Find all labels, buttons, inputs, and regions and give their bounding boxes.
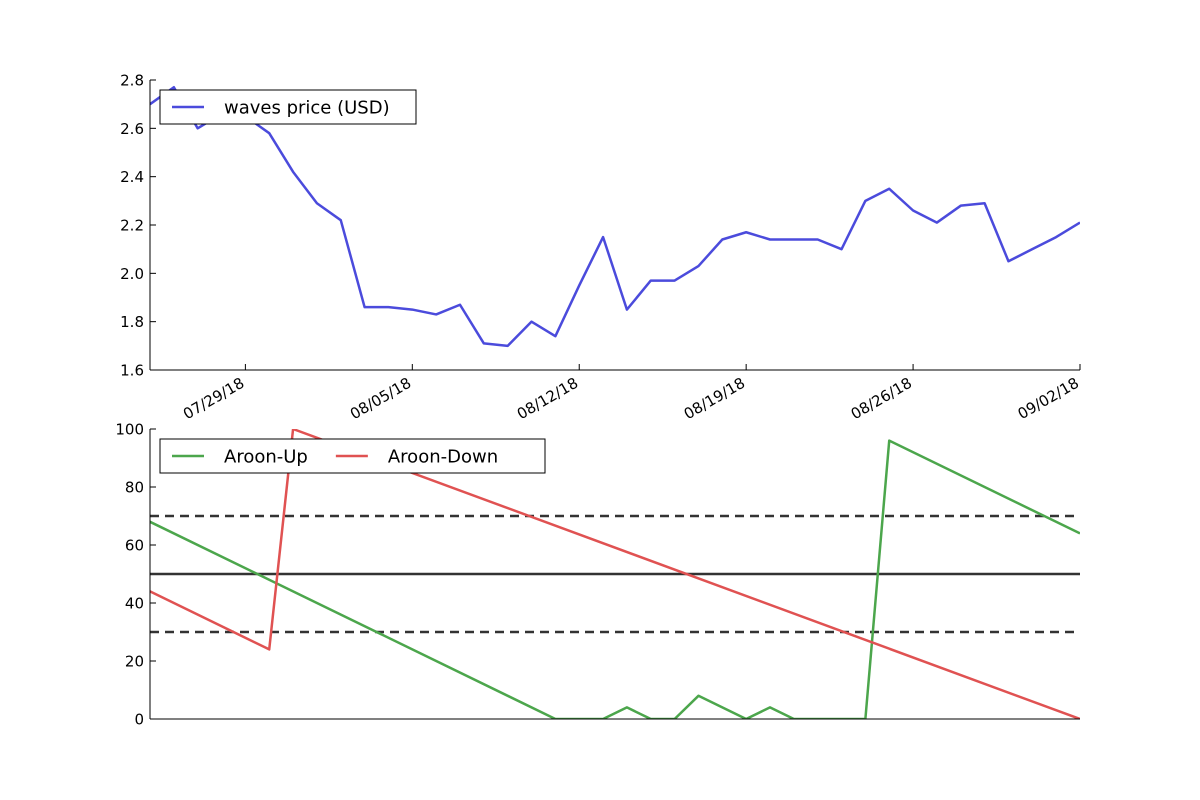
y-tick-label: 1.6	[120, 362, 144, 380]
legend-label-1: Aroon-Down	[388, 447, 498, 468]
aroon-panel: 0 20 40 60 80 100 Aroon-Up Aroon-Down	[115, 421, 1080, 729]
series-group	[150, 86, 1080, 348]
y-tick-label: 40	[125, 595, 144, 613]
series-line-0	[150, 86, 1080, 348]
legend-label-0: waves price (USD)	[224, 98, 390, 119]
y-tick-label: 2.2	[120, 217, 144, 235]
series-group	[150, 429, 1080, 719]
y-tick-label: 80	[125, 479, 144, 497]
y-tick-label: 2.8	[120, 72, 144, 90]
series-line-1	[150, 429, 1080, 719]
y-tick-label: 1.8	[120, 313, 144, 331]
y-tick-label: 2.4	[120, 168, 144, 186]
y-tick-label: 2.6	[120, 120, 144, 138]
legend: waves price (USD)	[159, 89, 417, 125]
y-tick-label: 60	[125, 537, 144, 555]
y-tick-label: 100	[115, 421, 144, 439]
series-line-0	[150, 439, 1080, 719]
y-tick-label: 0	[134, 711, 144, 729]
y-tick-label: 2.0	[120, 265, 144, 283]
y-tick-label: 20	[125, 653, 144, 671]
legend: Aroon-Up Aroon-Down	[159, 438, 546, 474]
legend-label-0: Aroon-Up	[224, 447, 308, 468]
